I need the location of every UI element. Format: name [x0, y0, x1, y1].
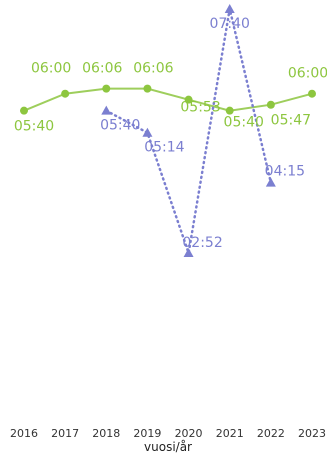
x-axis-ticks: 2016 2017 2018 2019 2020 2021 2022 2023	[10, 427, 326, 440]
series-2-marker-2018	[101, 105, 112, 115]
series-markers	[20, 4, 316, 257]
series-1-label-2019: 06:06	[133, 61, 173, 77]
series-1-marker-2021	[225, 106, 234, 115]
series-1-marker-2018	[102, 84, 111, 93]
series-2-marker-2022	[265, 177, 276, 187]
x-tick-label-2020: 2020	[175, 427, 203, 440]
series-2-marker-2019	[142, 127, 153, 137]
series-1-marker-2017	[61, 89, 70, 98]
series-1-marker-2019	[143, 84, 152, 93]
x-tick-label-2019: 2019	[133, 427, 161, 440]
series-1-marker-2016	[20, 106, 28, 115]
x-tick-label-2018: 2018	[92, 427, 120, 440]
x-axis-title: vuosi/år	[144, 440, 192, 454]
x-tick-label-2022: 2022	[257, 427, 285, 440]
series-1-label-2020: 05:53	[180, 100, 220, 116]
series-2-label-2022: 04:15	[265, 164, 305, 180]
series-2-marker-2020	[183, 248, 194, 257]
series-2-label-2020: 02:52	[182, 235, 222, 251]
series-2-label-2018: 05:40	[100, 118, 140, 134]
x-tick-label-2021: 2021	[216, 427, 244, 440]
x-tick-label-2023: 2023	[298, 427, 326, 440]
x-tick-label-2017: 2017	[51, 427, 79, 440]
series-1-marker-2023	[308, 89, 316, 98]
series-1-line	[23, 87, 313, 112]
series-2-label-2021: 07:40	[210, 16, 250, 32]
series-1-marker-2022	[266, 100, 275, 109]
series-1-label-2018: 06:06	[82, 61, 122, 77]
series-2-marker-2021	[224, 4, 235, 13]
series-1-marker-2020	[184, 95, 193, 104]
series-1-label-2017: 06:00	[31, 61, 71, 77]
x-tick-label-2016: 2016	[10, 427, 38, 440]
series-1-label-2021: 05:40	[224, 115, 264, 131]
series-1-label-2022: 05:47	[271, 113, 311, 129]
series-1-label-2016: 05:40	[14, 119, 54, 135]
series-lines	[23, 8, 313, 254]
series-1-label-2023: 06:00	[288, 66, 327, 82]
series-2-label-2019: 05:14	[144, 140, 184, 156]
